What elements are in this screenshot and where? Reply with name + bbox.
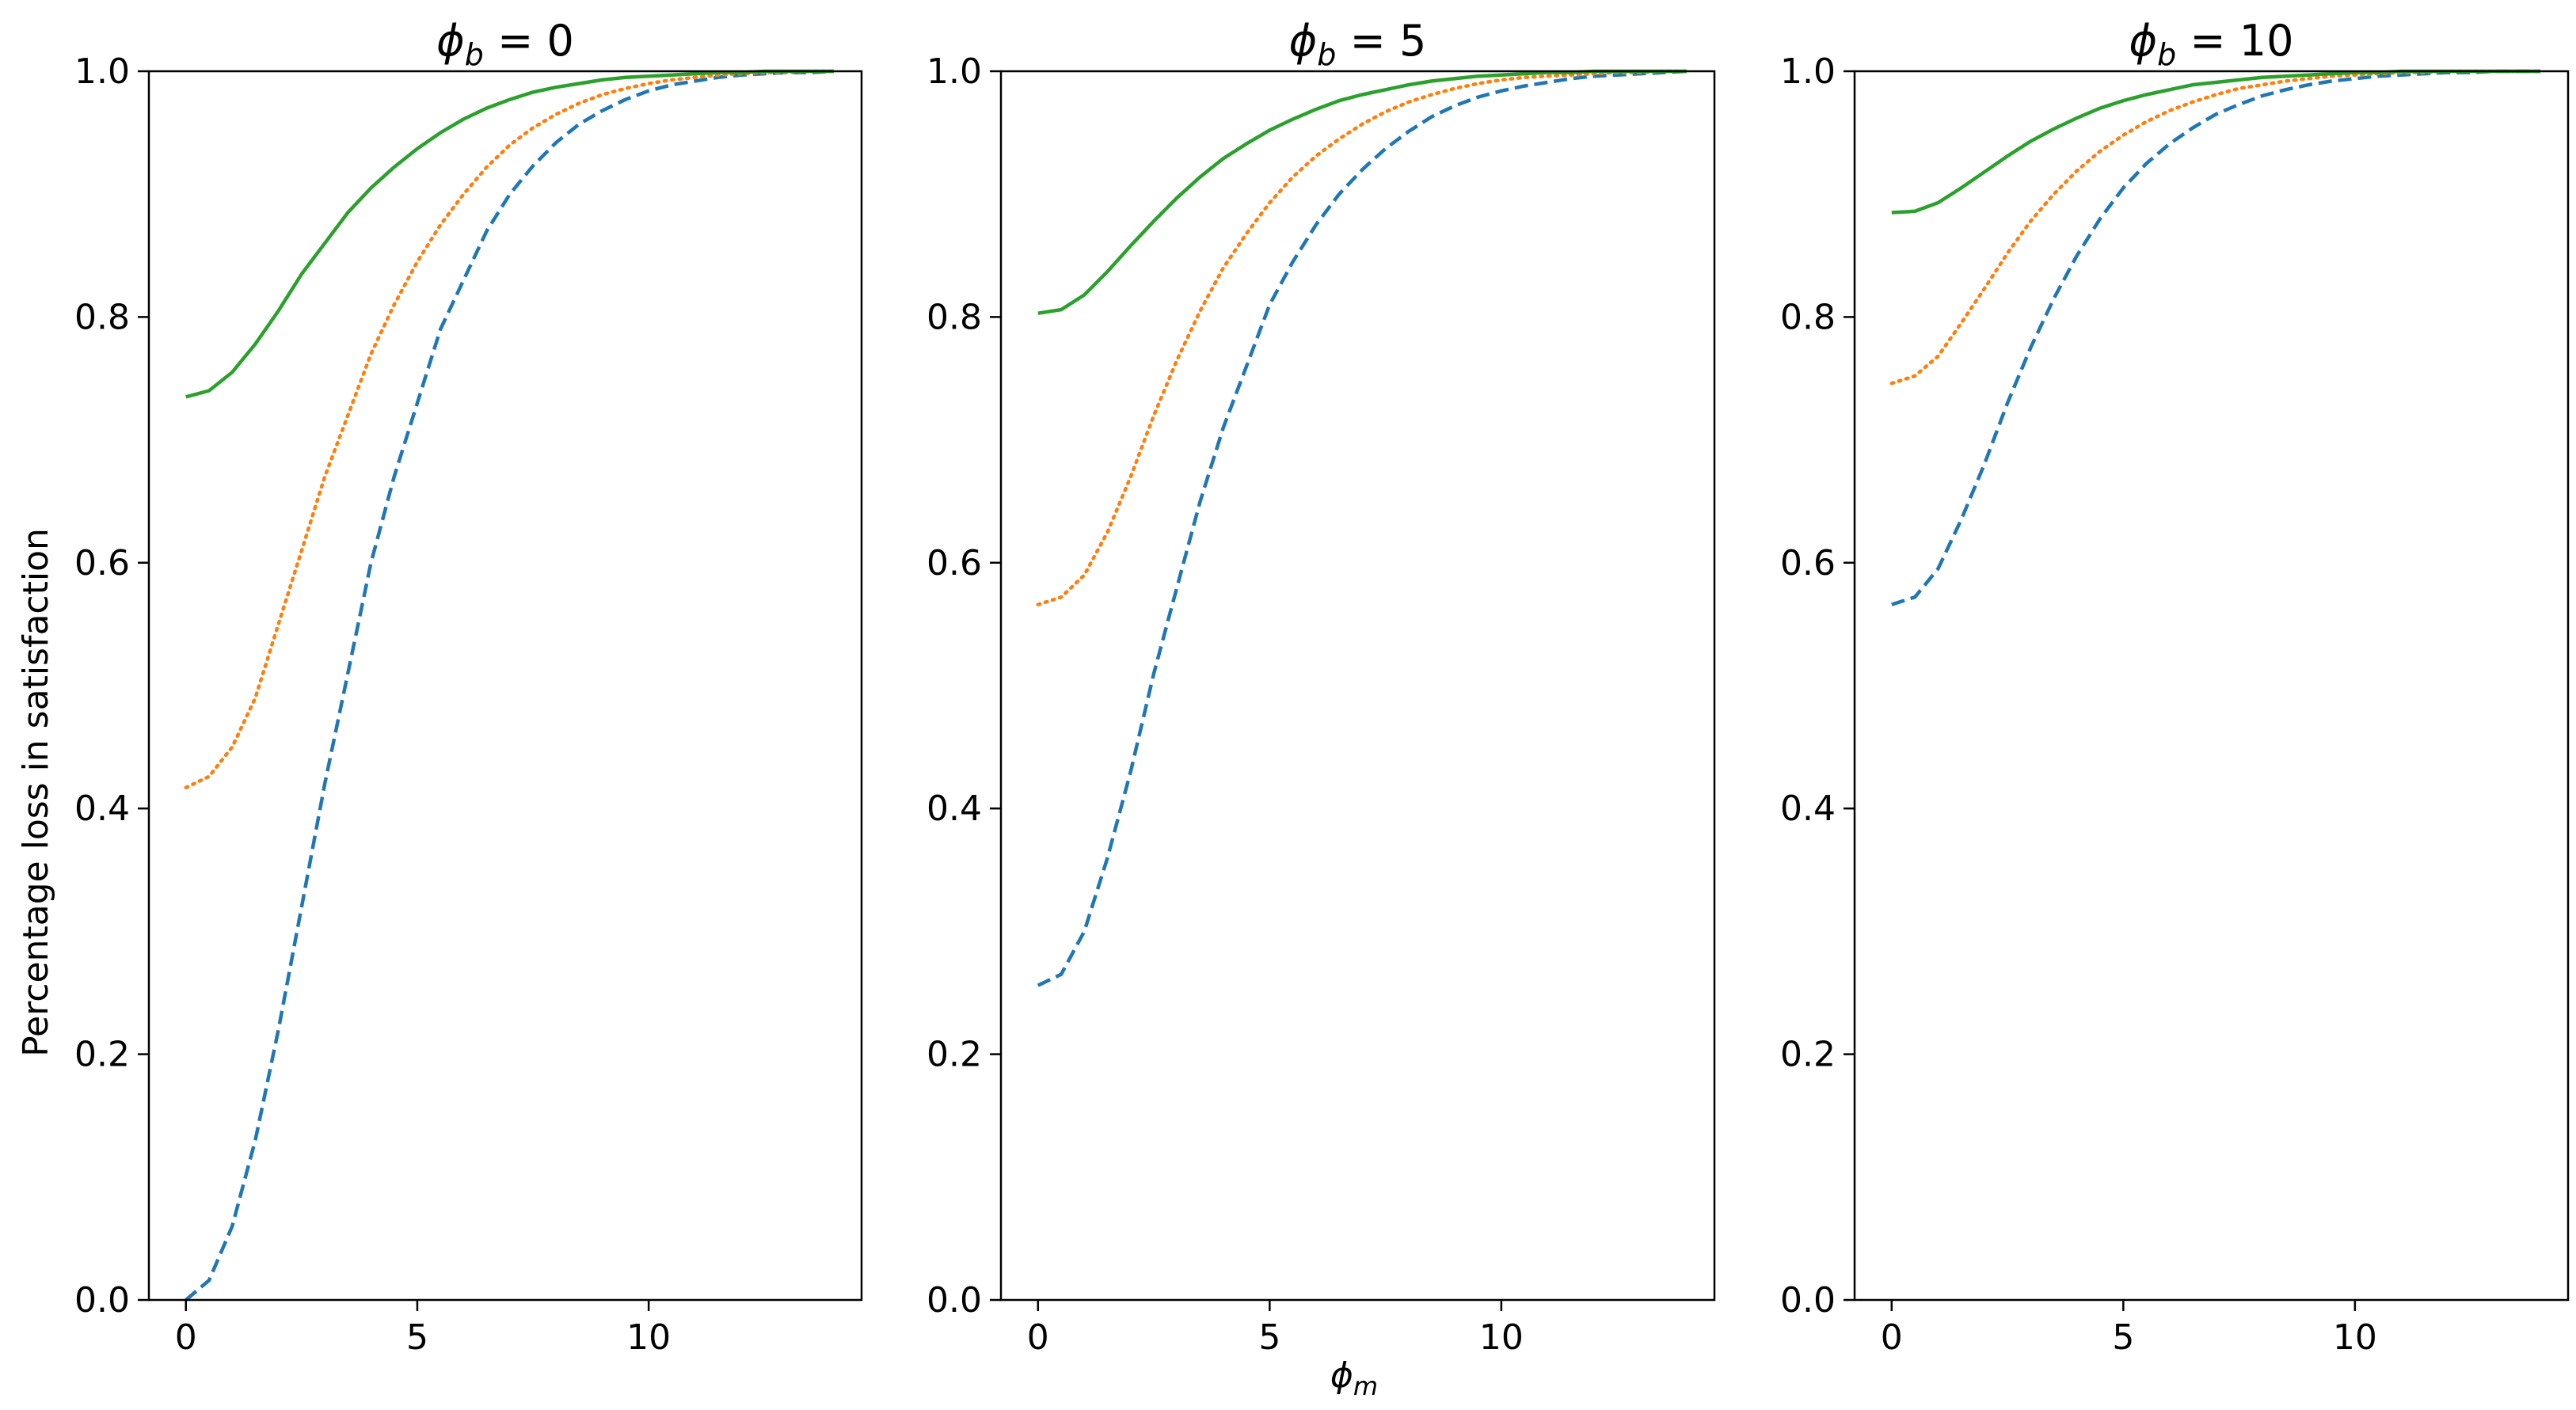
- series-line-0-1: [184, 69, 836, 790]
- series-line-0-2: [185, 69, 834, 399]
- y-tick-label-0-1: 0.2: [74, 1035, 130, 1075]
- y-tick-label-2-1: 0.2: [1780, 1035, 1836, 1075]
- axes-frame-1: [999, 70, 1716, 1302]
- subplot-title-subscript-2: b: [2157, 37, 2176, 72]
- subplot-title-symbol-2: ϕ: [2129, 16, 2157, 66]
- subplot-title-2: ϕb = 10: [2129, 16, 2293, 72]
- y-tick-label-2-2: 0.4: [1780, 789, 1836, 829]
- x-tick-label-1-2: 10: [1479, 1317, 1524, 1358]
- x-tick-label-1-0: 0: [1027, 1317, 1049, 1358]
- subplot-0: 0.0 0.2 0.4 0.6 0.8 1.0 0 5 10 ϕb = 0: [74, 16, 863, 1358]
- y-tick-label-1-4: 0.8: [927, 297, 982, 337]
- y-tick-label-0-0: 0.0: [74, 1280, 130, 1321]
- x-tick-label-2-1: 5: [2112, 1317, 2134, 1358]
- subplot-1: 0.0 0.2 0.4 0.6 0.8 1.0 0 5 10 ϕb = 5: [927, 16, 1716, 1358]
- subplot-title-value-2: = 10: [2176, 16, 2293, 66]
- axes-frame-0: [147, 70, 863, 1302]
- y-tick-label-1-2: 0.4: [927, 789, 982, 829]
- subplot-title-value-0: = 0: [484, 16, 574, 66]
- series-line-0-0: [185, 69, 835, 1302]
- y-tick-label-2-4: 0.8: [1780, 297, 1836, 337]
- subplot-title-1: ϕb = 5: [1289, 16, 1427, 72]
- y-tick-label-2-0: 0.0: [1780, 1280, 1836, 1321]
- subplot-title-subscript-1: b: [1317, 37, 1336, 72]
- y-tick-label-1-5: 1.0: [927, 51, 982, 92]
- subplot-title-0: ϕb = 0: [436, 16, 574, 72]
- subplot-title-symbol-0: ϕ: [436, 16, 465, 66]
- y-tick-label-0-3: 0.6: [74, 543, 130, 583]
- y-tick-label-2-3: 0.6: [1780, 543, 1836, 583]
- y-tick-label-1-0: 0.0: [927, 1280, 982, 1321]
- y-tick-label-0-5: 1.0: [74, 51, 130, 92]
- series-line-1-1: [1036, 69, 1689, 606]
- subplot-title-symbol-1: ϕ: [1289, 16, 1318, 66]
- x-tick-label-2-0: 0: [1881, 1317, 1903, 1358]
- subplot-2: 0.0 0.2 0.4 0.6 0.8 1.0 0 5 10 ϕb = 10: [1780, 16, 2570, 1358]
- x-tick-label-2-2: 10: [2333, 1317, 2377, 1358]
- subplot-title-value-1: = 5: [1336, 16, 1426, 66]
- y-tick-label-1-1: 0.2: [927, 1035, 982, 1075]
- y-tick-label-1-3: 0.6: [927, 543, 982, 583]
- y-tick-label-2-5: 1.0: [1780, 51, 1836, 92]
- x-tick-label-0-2: 10: [626, 1317, 671, 1358]
- series-line-2-0: [1891, 69, 2540, 606]
- subplot-title-subscript-0: b: [465, 37, 484, 72]
- axes-frame-2: [1853, 70, 2570, 1302]
- series-line-1-0: [1037, 69, 1688, 987]
- x-axis-label-subscript: m: [1353, 1371, 1378, 1401]
- x-tick-label-0-0: 0: [175, 1317, 197, 1358]
- y-tick-label-0-2: 0.4: [74, 789, 130, 829]
- x-axis-label: ϕm: [1330, 1355, 1378, 1401]
- y-tick-label-0-4: 0.8: [74, 297, 130, 337]
- x-tick-label-1-1: 5: [1258, 1317, 1280, 1358]
- x-tick-label-0-1: 5: [406, 1317, 428, 1358]
- y-axis-label: Percentage loss in satisfaction: [16, 528, 56, 1057]
- x-axis-label-symbol: ϕ: [1330, 1355, 1353, 1396]
